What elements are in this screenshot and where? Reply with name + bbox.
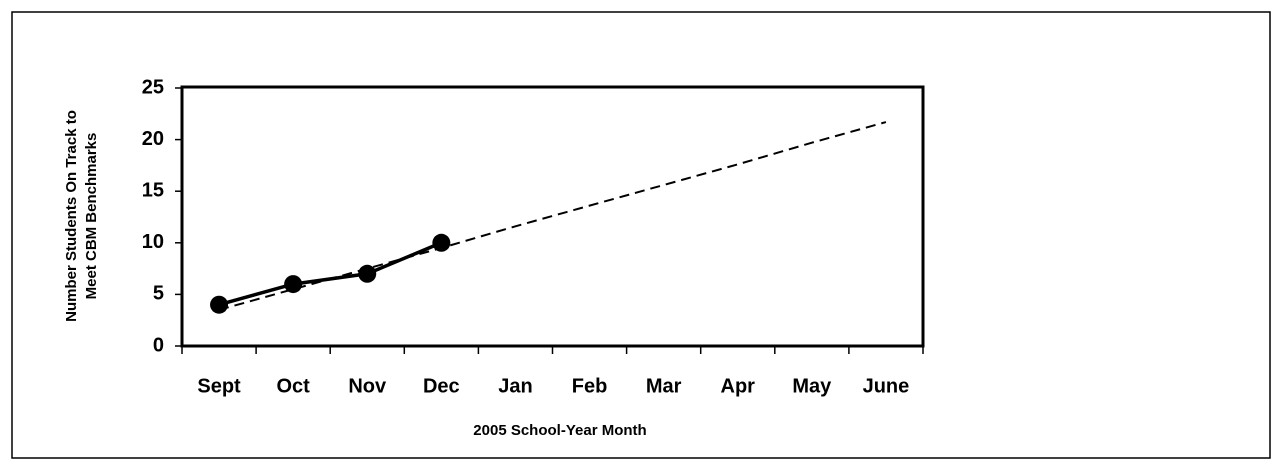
y-axis-label: Number Students On Track to Meet CBM Ben…	[63, 110, 100, 322]
y-tick-label: 20	[142, 128, 164, 150]
y-tick-label: 0	[153, 334, 164, 356]
x-tick-label: Jan	[498, 375, 532, 397]
x-tick-label: Apr	[721, 375, 756, 397]
data-point	[358, 264, 377, 283]
y-axis-label-line: Meet CBM Benchmarks	[83, 133, 100, 300]
data-line	[218, 241, 443, 307]
data-point	[210, 295, 229, 314]
y-axis-label-line: Number Students On Track to	[63, 110, 80, 322]
y-tick-label: 5	[153, 283, 164, 305]
y-tick-label: 25	[142, 76, 164, 98]
y-tick-label: 15	[142, 179, 164, 201]
x-tick-label: Nov	[348, 375, 387, 397]
x-tick-label: Dec	[423, 375, 460, 397]
x-tick-label: June	[863, 375, 910, 397]
data-point	[284, 275, 303, 294]
x-tick-label: Mar	[646, 375, 682, 397]
data-point	[432, 233, 451, 252]
x-tick-label: Oct	[276, 375, 310, 397]
x-tick-label: May	[792, 375, 832, 397]
y-tick-label: 10	[142, 231, 164, 253]
x-tick-label: Feb	[572, 375, 608, 397]
x-tick-label: Sept	[197, 375, 241, 397]
x-axis-label: 2005 School-Year Month	[473, 422, 646, 439]
